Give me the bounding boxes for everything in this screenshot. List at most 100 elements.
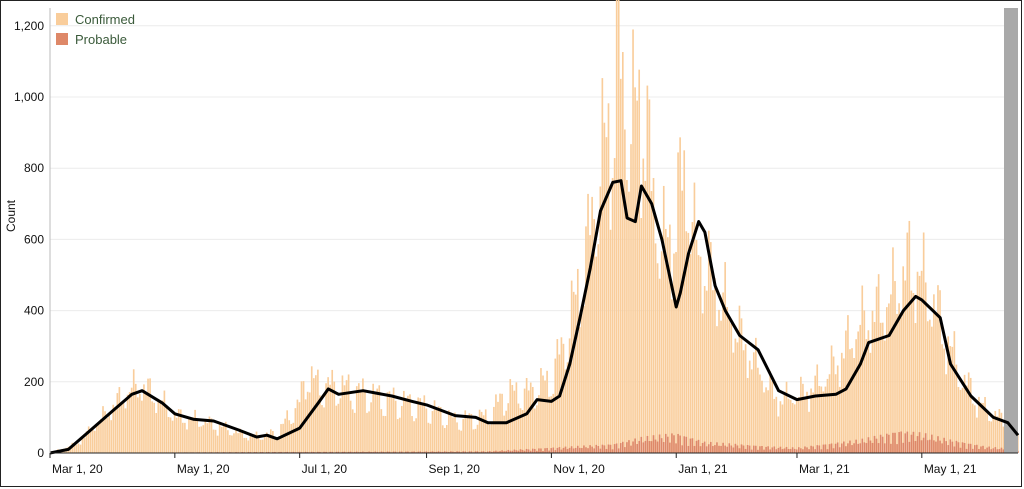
probable-bar (343, 451, 346, 453)
confirmed-bar (118, 387, 121, 453)
probable-bar (714, 445, 716, 453)
confirmed-bar (552, 393, 555, 453)
confirmed-bar (458, 429, 460, 453)
probable-bar (513, 449, 516, 453)
confirmed-bar (838, 386, 841, 453)
probable-bar (634, 438, 636, 453)
confirmed-bar (789, 400, 792, 453)
confirmed-bar (826, 378, 829, 453)
confirmed-bar (806, 391, 808, 453)
confirmed-bar (974, 405, 976, 453)
confirmed-bar (757, 367, 759, 453)
confirmed-bar (681, 190, 683, 453)
probable-bar (673, 435, 675, 453)
probable-bar (904, 433, 907, 453)
probable-bar (611, 449, 614, 453)
confirmed-bar (147, 378, 149, 453)
confirmed-bar (685, 231, 688, 453)
confirmed-bar (89, 431, 92, 453)
confirmed-bar (877, 274, 880, 453)
confirmed-bar (206, 423, 209, 453)
x-tick-label: Sep 1, 20 (429, 462, 481, 476)
confirmed-bar (75, 444, 78, 453)
confirmed-bar (222, 426, 225, 453)
probable-bar (693, 445, 696, 453)
confirmed-bar (323, 407, 325, 453)
confirmed-bar (382, 415, 385, 453)
probable-bar (834, 443, 837, 453)
confirmed-bar (529, 382, 532, 453)
confirmed-bar (969, 377, 972, 453)
confirmed-bar (605, 137, 608, 454)
confirmed-bar (509, 379, 512, 453)
probable-bar (1000, 447, 1003, 453)
confirmed-bar (622, 52, 624, 453)
probable-bar (840, 443, 843, 453)
probable-bar (886, 433, 888, 453)
confirmed-bar (351, 409, 354, 453)
confirmed-bar (576, 268, 579, 453)
confirmed-bar (155, 413, 158, 453)
confirmed-bar (828, 374, 831, 453)
probable-bar (536, 450, 538, 453)
confirmed-bar (777, 416, 780, 453)
confirmed-bar (740, 318, 743, 453)
confirmed-bar (630, 144, 632, 453)
confirmed-bar (783, 391, 786, 453)
probable-bar (986, 447, 988, 453)
probable-bar (601, 444, 604, 453)
confirmed-bar (265, 432, 268, 453)
probable-bar (779, 446, 782, 453)
y-tick-label: 400 (24, 304, 44, 318)
confirmed-bar (120, 403, 123, 453)
probable-bar (883, 443, 886, 453)
confirmed-bar (503, 415, 505, 453)
confirmed-bar (276, 437, 278, 453)
probable-bar (499, 451, 501, 453)
confirmed-bar (235, 430, 237, 453)
confirmed-bar (867, 330, 870, 453)
x-tick-label: May 1, 20 (177, 462, 230, 476)
confirmed-bar (918, 275, 921, 453)
confirmed-bar (396, 419, 399, 453)
probable-bar (908, 441, 911, 453)
confirmed-bar (804, 397, 806, 453)
confirmed-bar (875, 286, 878, 453)
probable-bar (517, 450, 520, 453)
probable-bar (777, 447, 780, 453)
confirmed-bar (898, 303, 900, 453)
confirmed-bar (564, 369, 567, 453)
confirmed-bar (220, 426, 223, 453)
probable-bar (362, 451, 364, 453)
probable-bar (816, 445, 819, 453)
probable-bar (413, 451, 415, 453)
probable-bar (337, 451, 340, 453)
confirmed-bar (534, 408, 536, 453)
confirmed-bar (370, 402, 372, 453)
probable-bar (658, 434, 661, 453)
confirmed-bar (216, 435, 219, 453)
confirmed-bar (184, 422, 186, 453)
probable-bar (832, 448, 835, 453)
confirmed-bar (460, 430, 462, 453)
confirmed-bar (615, 0, 618, 454)
probable-bar (400, 451, 403, 453)
confirmed-bar (722, 292, 724, 453)
confirmed-bar (744, 344, 747, 453)
confirmed-bar (634, 87, 636, 453)
confirmed-bar (540, 368, 542, 453)
probable-bar (497, 451, 499, 453)
probable-bar (853, 443, 855, 453)
confirmed-bar (143, 384, 145, 453)
probable-bar (677, 433, 679, 453)
confirmed-bar (800, 376, 802, 453)
confirmed-bar (327, 377, 329, 453)
confirmed-bar (636, 100, 638, 454)
probable-bar (965, 448, 968, 453)
probable-bar (667, 436, 669, 453)
confirmed-bar (482, 415, 485, 453)
probable-bar (603, 445, 606, 453)
confirmed-bar (296, 399, 299, 453)
probable-bar (501, 450, 503, 453)
